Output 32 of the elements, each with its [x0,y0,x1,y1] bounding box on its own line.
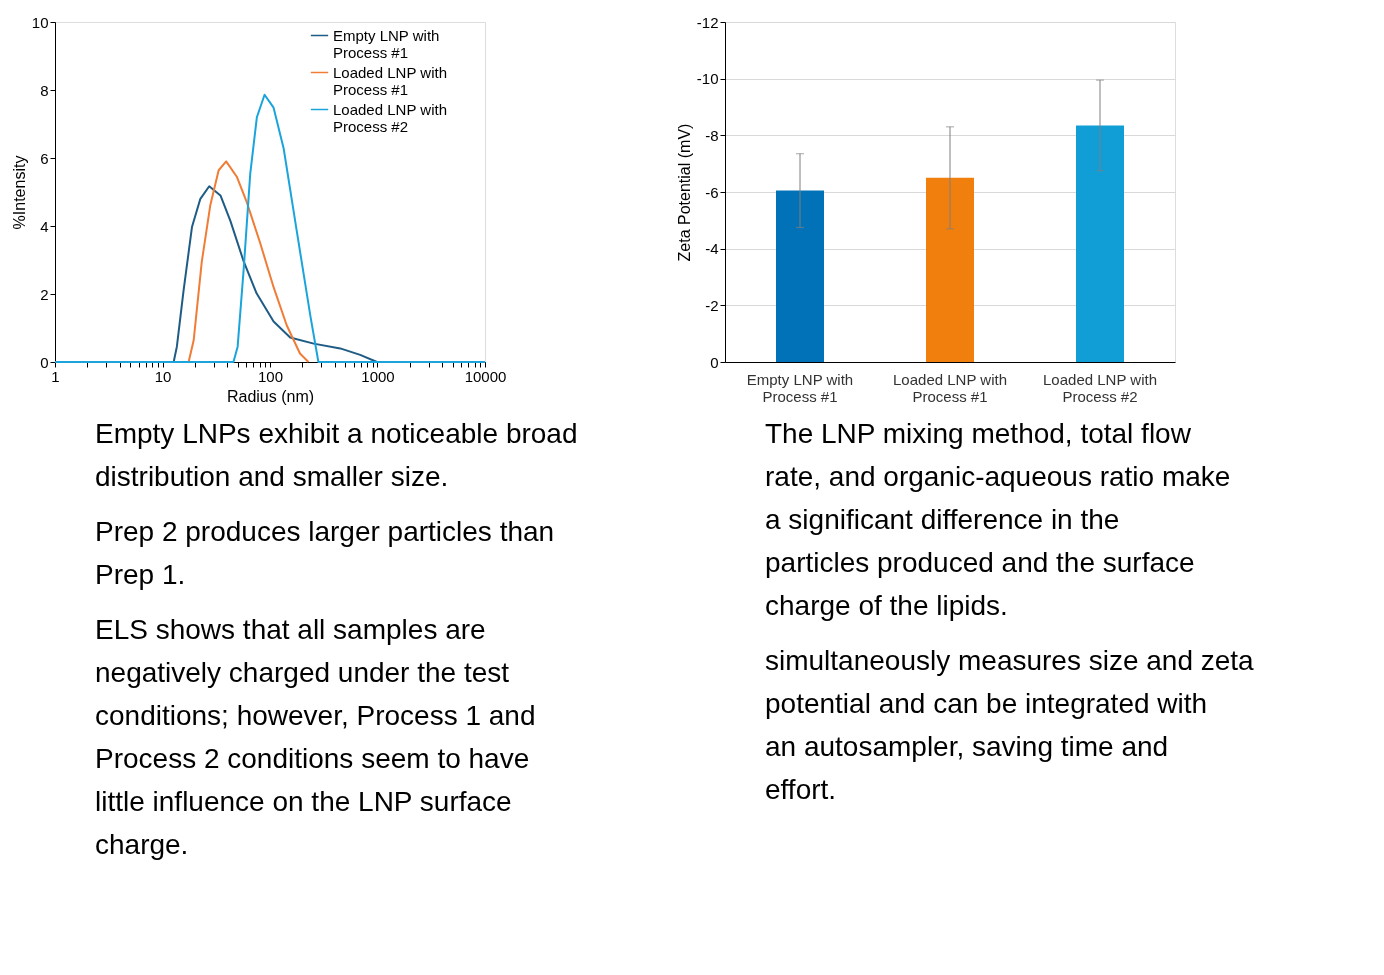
y-axis-title: %Intensity [10,155,28,230]
text: The LNP mixing method, total flow rate, and organic-aqueous ratio make a significant difference in the particles produced and the surface charge of the lipids. [765,418,1231,621]
text: Prep 2 produces larger particles than Prep 1. [95,516,555,590]
x-tick-label: 1000 [361,367,395,385]
y-tick-label: -2 [705,296,719,314]
y-tick-label: 0 [710,353,719,371]
text: simultaneously measures size and zeta potential and can be integrated with an autosampler, saving time and effort. [765,645,1255,805]
y-tick-label: -10 [696,70,719,88]
x-tick-label: 10000 [464,367,507,385]
y-tick-label: 8 [40,81,49,99]
x-tick-label: 1 [51,367,60,385]
x-axis-title: Radius (nm) [226,387,315,405]
y-tick-label: 0 [40,353,49,371]
legend-label: Loaded LNP with Process #1 [333,63,447,98]
y-tick-label: 6 [40,149,49,167]
y-tick-label: -6 [705,183,719,201]
legend-label: Empty LNP with Process #1 [333,26,440,61]
y-tick-label: 10 [31,13,49,31]
text: Empty LNPs exhibit a noticeable broad distribution and smaller size. [95,418,578,492]
x-tick-label: 10 [154,367,172,385]
x-tick-label: Loaded LNP with Process #2 [1043,370,1157,405]
x-tick-label: Empty LNP with Process #1 [746,370,854,405]
y-tick-label: 4 [40,217,49,235]
y-tick-label: 2 [40,285,49,303]
y-tick-label: -12 [696,13,719,31]
legend-label: Loaded LNP with Process #2 [333,100,447,135]
y-tick-label: -4 [705,240,719,258]
x-tick-label: 100 [257,367,284,385]
x-tick-label: Loaded LNP with Process #1 [893,370,1007,405]
y-axis-title: Zeta Potential (mV) [675,123,693,262]
y-tick-label: -8 [705,126,719,144]
text: ELS shows that all samples are negatively charged under the test conditions; however, Process 1 and Process 2 conditions seem to have little influence on the LNP surface charge. [95,614,536,860]
